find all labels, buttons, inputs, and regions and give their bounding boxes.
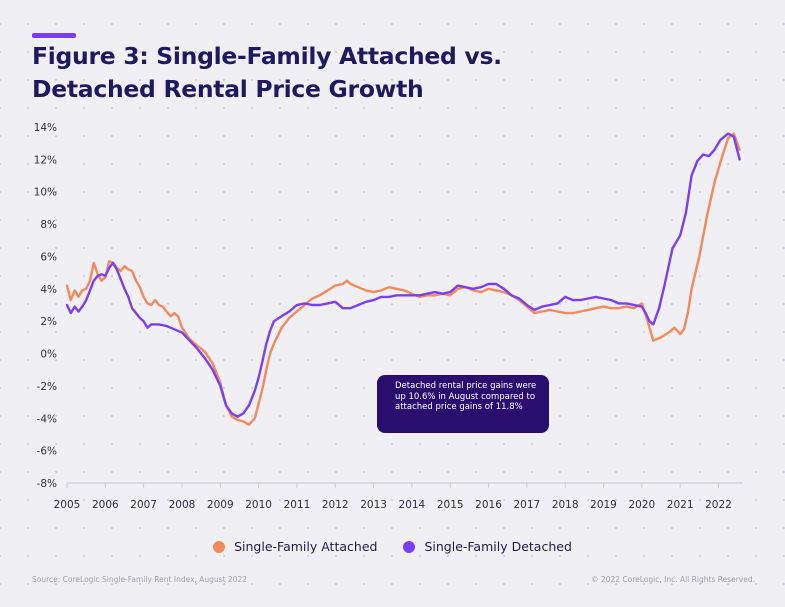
title-accent-bar (32, 33, 76, 38)
y-tick-label: -4% (37, 413, 57, 425)
chart-legend: Single-Family Attached Single-Family Det… (0, 539, 785, 554)
x-tick-label: 2012 (322, 499, 349, 511)
y-tick-label: 0% (40, 349, 57, 361)
legend-label-detached: Single-Family Detached (424, 539, 572, 554)
y-tick-label: 10% (34, 187, 57, 199)
x-tick-label: 2007 (130, 499, 157, 511)
x-tick-label: 2011 (284, 499, 311, 511)
x-tick-label: 2014 (399, 499, 426, 511)
y-tick-label: -8% (37, 478, 57, 490)
y-tick-label: 14% (34, 122, 57, 134)
x-tick-label: 2013 (360, 499, 387, 511)
y-tick-label: 8% (40, 219, 57, 231)
x-tick-label: 2015 (437, 499, 464, 511)
y-tick-label: 2% (40, 316, 57, 328)
source-note: Source: CoreLogic Single-Family Rent Ind… (32, 575, 247, 584)
legend-item-detached: Single-Family Detached (403, 539, 572, 554)
chart-title-line-1: Figure 3: Single-Family Attached vs. (32, 42, 502, 70)
x-tick-label: 2022 (705, 499, 732, 511)
chart-title-line-2: Detached Rental Price Growth (32, 75, 424, 103)
series-line-attached (65, 132, 741, 426)
y-tick-label: -2% (37, 381, 57, 393)
x-tick-label: 2009 (207, 499, 234, 511)
x-tick-label: 2005 (54, 499, 81, 511)
legend-label-attached: Single-Family Attached (234, 539, 378, 554)
x-tick-label: 2016 (475, 499, 502, 511)
legend-marker-detached (403, 540, 416, 553)
y-tick-label: 4% (40, 284, 57, 296)
x-tick-label: 2019 (590, 499, 617, 511)
series-line-detached (65, 132, 741, 418)
copyright-note: © 2022 CoreLogic, Inc. All Rights Reserv… (591, 575, 755, 584)
x-tick-label: 2020 (628, 499, 655, 511)
legend-item-attached: Single-Family Attached (213, 539, 377, 554)
x-tick-label: 2008 (169, 499, 196, 511)
chart-annotation: Detached rental price gains were up 10.6… (377, 375, 549, 433)
y-tick-label: 12% (34, 154, 57, 166)
x-tick-label: 2010 (245, 499, 272, 511)
y-tick-label: -6% (37, 446, 57, 458)
x-tick-label: 2006 (92, 499, 119, 511)
x-tick-label: 2017 (513, 499, 540, 511)
x-tick-label: 2018 (552, 499, 579, 511)
chart-title: Figure 3: Single-Family Attached vs. Det… (32, 40, 752, 106)
legend-marker-attached (213, 540, 226, 553)
y-tick-label: 6% (40, 251, 57, 263)
x-tick-label: 2021 (667, 499, 694, 511)
